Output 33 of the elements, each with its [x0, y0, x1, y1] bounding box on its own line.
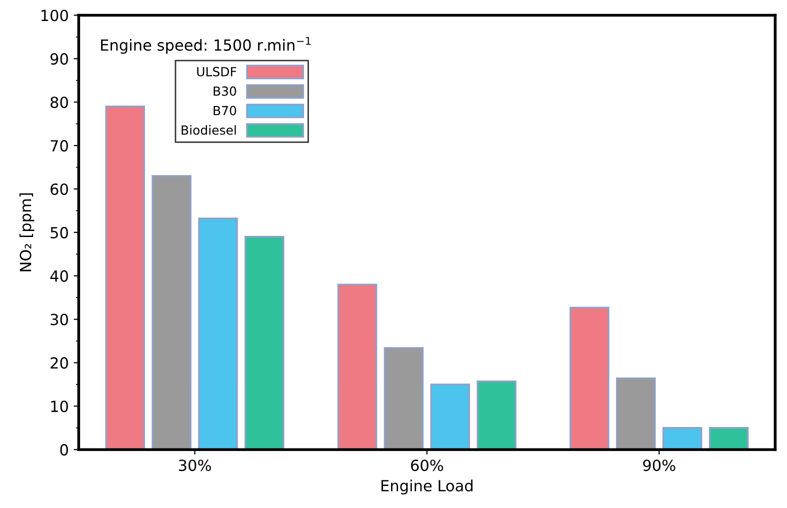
y-tick-label: 100 — [41, 10, 68, 22]
bar — [430, 384, 470, 450]
legend-label: B30 — [214, 86, 236, 96]
legend-label: B70 — [214, 106, 236, 116]
x-axis-title: Engine Load — [382, 480, 472, 494]
bar — [476, 380, 516, 450]
bar — [337, 284, 378, 450]
bar — [152, 175, 192, 450]
bar — [662, 427, 702, 450]
y-tick-label: 80 — [50, 96, 68, 108]
bar — [616, 378, 656, 450]
x-tick-label: 90% — [643, 460, 676, 472]
y-axis-title: NO₂ [ppm] — [19, 193, 34, 272]
bar — [244, 236, 284, 450]
annotation: Engine speed: 1500 r.min$^{−1}$ — [101, 36, 311, 54]
y-tick-label: 60 — [50, 183, 68, 195]
bar — [570, 306, 610, 450]
y-tick-label: 70 — [50, 140, 68, 152]
legend-label: Biodiesel — [182, 125, 236, 135]
legend-label: ULSDF — [197, 66, 236, 76]
y-tick-label: 40 — [50, 270, 68, 282]
x-tick-label: 30% — [178, 460, 211, 472]
x-tick-label: 60% — [411, 460, 444, 472]
bar — [708, 427, 749, 450]
y-tick-label: 20 — [50, 357, 68, 369]
y-tick-label: 90 — [50, 53, 68, 65]
y-tick-label: 10 — [51, 400, 68, 412]
bar — [105, 106, 146, 450]
bar — [198, 218, 238, 450]
bar — [384, 347, 424, 450]
y-tick-label: 0 — [60, 444, 68, 456]
y-tick-label: 50 — [50, 226, 68, 238]
y-tick-label: 30 — [50, 314, 68, 326]
